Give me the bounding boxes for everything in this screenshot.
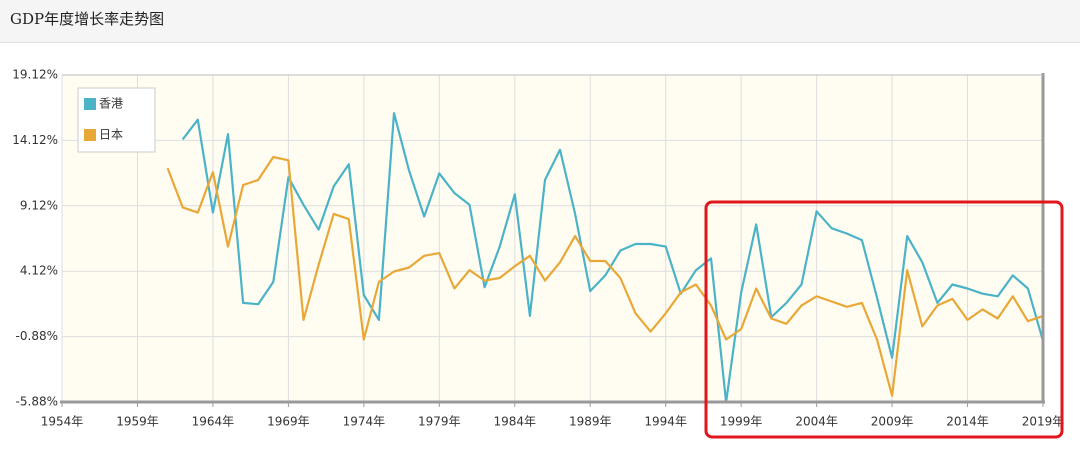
legend-label: 日本 — [99, 128, 123, 142]
header-bar — [0, 0, 1080, 42]
legend-swatch — [84, 129, 96, 141]
y-tick-label: 9.12% — [20, 198, 58, 212]
y-tick-label: -0.88% — [16, 329, 58, 343]
y-tick-label: 19.12% — [12, 68, 58, 82]
y-tick-label: -5.88% — [16, 395, 58, 409]
y-tick-label: 14.12% — [12, 133, 58, 147]
x-tick-label: 1959年 — [116, 415, 159, 429]
x-tick-label: 2004年 — [795, 415, 838, 429]
chart-title: GDP年度增长率走势图 — [10, 10, 164, 28]
x-tick-label: 1999年 — [720, 415, 763, 429]
x-tick-label: 1954年 — [41, 415, 84, 429]
x-tick-label: 1974年 — [343, 415, 386, 429]
x-tick-label: 1994年 — [644, 415, 687, 429]
legend-swatch — [84, 98, 96, 110]
x-tick-label: 1984年 — [493, 415, 536, 429]
plot-area — [62, 75, 1043, 402]
legend-label: 香港 — [99, 97, 123, 111]
x-tick-label: 1969年 — [267, 415, 310, 429]
x-tick-label: 1979年 — [418, 415, 461, 429]
x-tick-label: 2014年 — [946, 415, 989, 429]
y-tick-label: 4.12% — [20, 264, 58, 278]
series-line — [166, 155, 1044, 397]
x-tick-label: 2009年 — [871, 415, 914, 429]
series-line — [181, 112, 1045, 404]
x-tick-label: 2019年 — [1022, 415, 1065, 429]
x-tick-label: 1964年 — [192, 415, 235, 429]
x-tick-label: 1989年 — [569, 415, 612, 429]
highlight-box — [704, 200, 1064, 439]
